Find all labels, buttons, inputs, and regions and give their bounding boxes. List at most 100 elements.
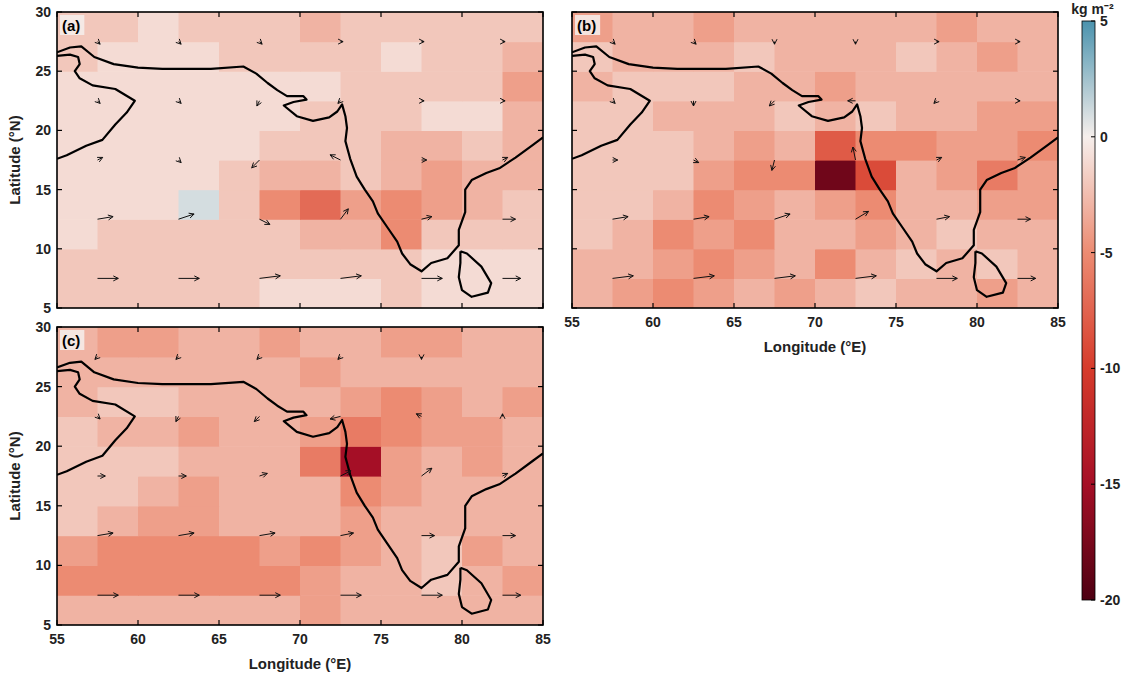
x-tick [218,327,219,332]
cell [896,219,937,249]
cell [138,249,179,279]
cell [422,476,463,506]
cell [856,219,897,249]
cell [422,101,463,131]
wind-vector [176,157,181,162]
wind-vector [260,274,281,279]
wind-vector [98,276,119,281]
cell [694,101,735,131]
cell [179,249,220,279]
x-tick-label: 70 [807,314,823,330]
cell [694,42,735,72]
cell [462,387,503,417]
cell [300,476,341,506]
cell [300,249,341,279]
cell [219,130,260,160]
wind-vector [853,39,858,44]
wind-vector [257,354,262,359]
x-tick [1057,303,1058,308]
cell [937,71,978,101]
x-tick [380,303,381,308]
cell [775,249,816,279]
y-tick [57,505,62,506]
y-tick [57,11,62,12]
cell [462,536,503,566]
y-tick-label: 5 [43,300,51,316]
cell [422,595,463,625]
cell [300,190,341,220]
x-tick [895,303,896,308]
cell [694,249,735,279]
cell [219,536,260,566]
cell [341,249,382,279]
panel-label: (a) [62,17,80,34]
cell [341,219,382,249]
cell [98,446,139,476]
cell [341,327,382,357]
cell [775,190,816,220]
cell [381,536,422,566]
cell [572,12,613,42]
cell [341,595,382,625]
panel-label-bg [60,330,84,350]
cell [341,12,382,42]
cell [694,12,735,42]
colorbar-tick-label: -15 [1100,476,1120,492]
y-tick [538,326,543,327]
cell [503,101,544,131]
cell [300,565,341,595]
wind-vector [771,160,776,170]
cell [179,506,220,536]
cell [815,190,856,220]
cell [775,130,816,160]
cell [503,249,544,279]
cell [937,101,978,131]
x-tick [814,303,815,308]
cell [462,506,503,536]
cell [381,476,422,506]
cell [1018,71,1059,101]
wind-vector [422,533,435,538]
y-tick [538,248,543,249]
cell [98,565,139,595]
cell [57,476,98,506]
wind-vector [419,39,424,44]
wind-vector [260,473,268,478]
cell [572,101,613,131]
cell [260,42,301,72]
wind-vector [500,98,505,103]
cell [219,327,260,357]
cell [734,249,775,279]
cell [613,219,654,249]
cell [503,357,544,387]
cell [462,101,503,131]
cell [896,101,937,131]
x-tick [976,12,977,17]
cell [694,219,735,249]
cell [977,190,1018,220]
plot-area [57,327,543,625]
cell [57,506,98,536]
panel: 55606570758085Longitude (°E)(b) [564,12,1066,355]
y-tick [57,446,62,447]
y-tick [572,189,577,190]
cell [462,327,503,357]
cell [260,536,301,566]
x-tick-label: 70 [292,631,308,647]
cell [381,278,422,308]
wind-vector [95,354,100,359]
cell [219,387,260,417]
cell [260,249,301,279]
cell [138,12,179,42]
wind-vector [98,593,119,598]
x-tick [218,12,219,17]
cell [734,160,775,190]
wind-vector [95,39,100,44]
cell [179,71,220,101]
wind-vector [338,39,343,44]
cell [694,278,735,308]
wind-vector [330,155,340,160]
cell [57,160,98,190]
cell [937,130,978,160]
y-tick [572,130,577,131]
